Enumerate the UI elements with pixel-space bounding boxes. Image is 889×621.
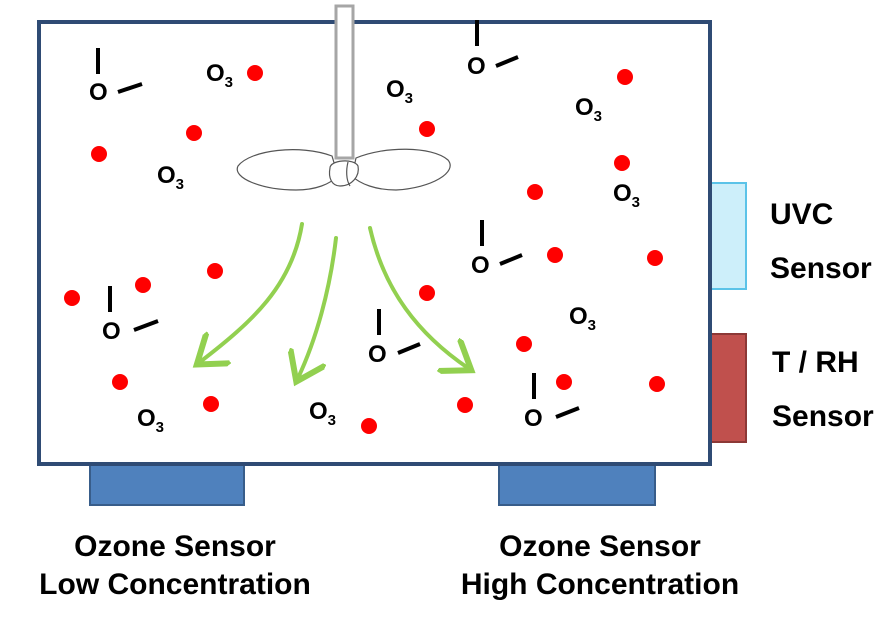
ozone-sensor-low-label-line1: Ozone Sensor: [74, 530, 276, 563]
ozone-sensor-high-box: [498, 462, 656, 506]
airflow-arrows: [200, 222, 468, 378]
ozone-sensor-low-label-line2: Low Concentration: [39, 568, 311, 601]
hydroxyl-atom: O: [524, 405, 543, 432]
uvc-sensor-label: UVC Sensor: [770, 188, 889, 296]
particle: [203, 396, 219, 412]
particle: [556, 374, 572, 390]
ozone-molecule: O3: [569, 303, 597, 334]
particles: [64, 65, 665, 434]
particle: [516, 336, 532, 352]
ozone-sensor-high-label: Ozone Sensor High Concentration: [420, 528, 780, 604]
hydroxyl-atom: O: [467, 53, 486, 80]
particle: [91, 146, 107, 162]
trh-sensor-label: T / RH Sensor: [772, 336, 889, 444]
hydroxyl-bonds: [96, 20, 580, 419]
particle: [647, 250, 663, 266]
ozone-molecule: O3: [309, 398, 337, 429]
fan-blades-icon: [236, 148, 451, 191]
particle: [361, 418, 377, 434]
airflow-arrow-center: [298, 236, 338, 378]
particle: [419, 121, 435, 137]
particle: [207, 263, 223, 279]
particle: [64, 290, 80, 306]
particle: [186, 125, 202, 141]
particle: [617, 69, 633, 85]
particle: [112, 374, 128, 390]
uvc-sensor-box: [709, 182, 747, 290]
hydroxyl-atom: O: [102, 318, 121, 345]
particle: [614, 155, 630, 171]
fan-shaft: [334, 4, 355, 160]
uvc-sensor-label-line1: UVC: [770, 198, 834, 231]
particle: [247, 65, 263, 81]
ozone-molecule: O3: [157, 162, 185, 193]
particle: [649, 376, 665, 392]
trh-sensor-label-line2: Sensor: [772, 400, 874, 433]
particle: [135, 277, 151, 293]
particle: [547, 247, 563, 263]
ozone-sensor-high-label-line1: Ozone Sensor: [499, 530, 701, 563]
ozone-molecule: O3: [386, 76, 414, 107]
ozone-sensor-low-box: [89, 462, 245, 506]
hydroxyl-atom: O: [471, 252, 490, 279]
particle: [419, 285, 435, 301]
ozone-molecule: O3: [575, 94, 603, 125]
trh-sensor-label-line1: T / RH: [772, 346, 859, 379]
uvc-sensor-label-line2: Sensor: [770, 252, 872, 285]
ozone-sensor-low-label: Ozone Sensor Low Concentration: [0, 528, 350, 604]
hydroxyl-atom: O: [368, 341, 387, 368]
hydroxyl-atom: O: [89, 79, 108, 106]
ozone-molecule: O3: [206, 60, 234, 91]
trh-sensor-box: [709, 333, 747, 443]
airflow-arrow-right: [368, 226, 468, 368]
particle: [527, 184, 543, 200]
airflow-arrow-left: [200, 222, 304, 362]
particle: [457, 397, 473, 413]
ozone-sensor-high-label-line2: High Concentration: [460, 568, 740, 601]
ozone-molecule: O3: [137, 405, 165, 436]
ozone-molecule: O3: [613, 180, 641, 211]
